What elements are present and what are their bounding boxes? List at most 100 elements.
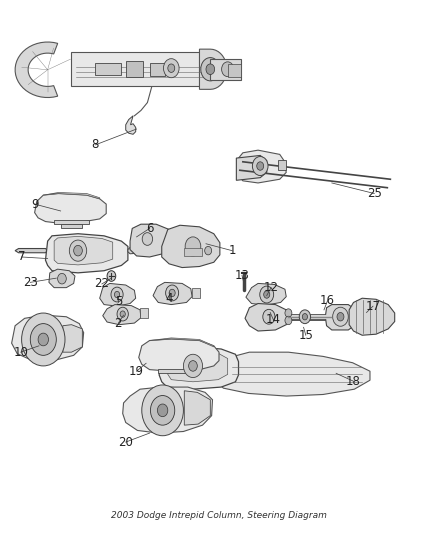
Circle shape — [285, 309, 292, 317]
Polygon shape — [325, 304, 356, 330]
Circle shape — [257, 162, 264, 170]
Polygon shape — [168, 351, 228, 382]
Polygon shape — [130, 224, 175, 257]
Circle shape — [285, 316, 292, 325]
Bar — [158, 369, 193, 373]
Bar — [150, 63, 165, 76]
Text: 25: 25 — [367, 187, 382, 200]
Polygon shape — [63, 325, 82, 352]
Polygon shape — [71, 52, 210, 86]
Bar — [140, 308, 148, 318]
Text: 22: 22 — [94, 278, 110, 290]
Circle shape — [163, 59, 179, 78]
Circle shape — [333, 307, 348, 326]
Polygon shape — [237, 156, 267, 180]
Circle shape — [222, 62, 234, 77]
Circle shape — [114, 292, 120, 298]
Circle shape — [69, 240, 87, 261]
Circle shape — [264, 291, 270, 298]
Text: 10: 10 — [13, 346, 28, 359]
Circle shape — [30, 324, 57, 356]
Circle shape — [142, 385, 184, 435]
Text: 19: 19 — [129, 365, 144, 378]
Polygon shape — [12, 315, 84, 361]
Circle shape — [206, 64, 215, 75]
Circle shape — [205, 246, 212, 255]
Text: 15: 15 — [298, 329, 313, 342]
Polygon shape — [15, 248, 48, 253]
Polygon shape — [246, 284, 286, 305]
Circle shape — [185, 237, 201, 256]
Circle shape — [74, 245, 82, 256]
Circle shape — [151, 395, 175, 425]
Circle shape — [302, 313, 307, 320]
Text: 23: 23 — [23, 276, 38, 289]
Text: 17: 17 — [365, 300, 381, 313]
Circle shape — [337, 312, 344, 321]
Circle shape — [157, 404, 168, 417]
Bar — [210, 59, 241, 80]
Text: 1: 1 — [228, 244, 236, 257]
Circle shape — [168, 64, 175, 72]
Bar — [60, 224, 82, 228]
Circle shape — [184, 354, 202, 377]
Circle shape — [58, 273, 66, 284]
Polygon shape — [139, 339, 219, 371]
Bar — [95, 63, 121, 75]
Circle shape — [107, 271, 116, 281]
Text: 8: 8 — [92, 139, 99, 151]
Polygon shape — [43, 192, 100, 199]
Text: 4: 4 — [166, 292, 173, 305]
Polygon shape — [15, 42, 58, 98]
Polygon shape — [35, 193, 106, 223]
Polygon shape — [128, 247, 143, 254]
Polygon shape — [245, 303, 288, 331]
Polygon shape — [162, 225, 220, 268]
Circle shape — [142, 233, 152, 245]
Text: 5: 5 — [115, 295, 122, 309]
Circle shape — [166, 285, 179, 301]
Text: 14: 14 — [266, 313, 281, 326]
Polygon shape — [150, 338, 214, 347]
Polygon shape — [103, 304, 141, 325]
Polygon shape — [49, 269, 75, 288]
Circle shape — [120, 311, 125, 317]
Polygon shape — [169, 373, 219, 379]
Circle shape — [38, 333, 49, 346]
Circle shape — [252, 157, 268, 175]
Circle shape — [263, 309, 275, 324]
Bar — [184, 248, 201, 256]
Text: 7: 7 — [18, 251, 25, 263]
Circle shape — [201, 58, 220, 81]
Text: 2: 2 — [115, 317, 122, 329]
Polygon shape — [123, 387, 212, 433]
Polygon shape — [199, 49, 227, 90]
Polygon shape — [184, 391, 210, 425]
Polygon shape — [54, 236, 113, 265]
Circle shape — [117, 307, 128, 321]
Text: 9: 9 — [31, 198, 39, 211]
Circle shape — [111, 287, 123, 302]
Polygon shape — [126, 116, 136, 134]
Text: 12: 12 — [264, 281, 279, 294]
Bar — [192, 288, 200, 298]
Text: 13: 13 — [235, 269, 249, 282]
Circle shape — [299, 310, 311, 324]
Text: 2003 Dodge Intrepid Column, Steering Diagram: 2003 Dodge Intrepid Column, Steering Dia… — [111, 511, 327, 520]
Polygon shape — [46, 233, 128, 273]
Polygon shape — [100, 284, 136, 306]
Text: 6: 6 — [146, 222, 153, 235]
Text: 20: 20 — [118, 435, 133, 449]
Polygon shape — [215, 352, 370, 396]
Bar — [54, 220, 89, 224]
Bar — [126, 61, 143, 77]
Polygon shape — [159, 347, 239, 389]
Polygon shape — [153, 282, 192, 304]
Bar — [228, 64, 241, 77]
Text: 18: 18 — [346, 375, 361, 387]
Text: 16: 16 — [320, 294, 335, 308]
Bar — [278, 160, 286, 170]
Circle shape — [169, 289, 175, 297]
Circle shape — [189, 361, 197, 371]
Polygon shape — [349, 298, 395, 335]
